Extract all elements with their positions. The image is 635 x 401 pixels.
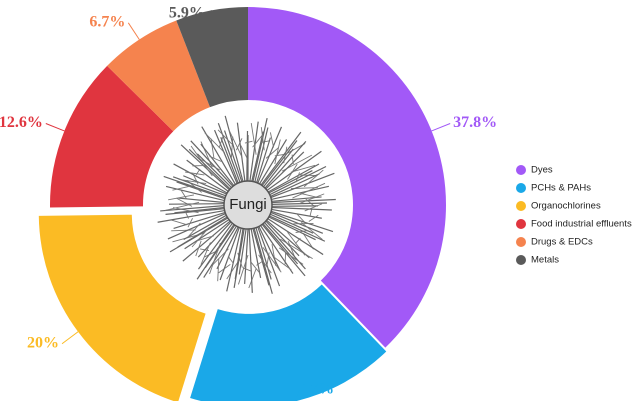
leader-line bbox=[46, 123, 65, 130]
legend-marker bbox=[516, 201, 526, 211]
legend-marker bbox=[516, 165, 526, 175]
fungi-illustration: Fungi bbox=[145, 102, 351, 308]
value-label: 5.9% bbox=[169, 5, 205, 22]
center-label: Fungi bbox=[229, 196, 267, 213]
leader-line bbox=[62, 332, 78, 344]
value-label: 37.8% bbox=[453, 114, 497, 131]
legend-label: Metals bbox=[531, 255, 559, 266]
legend-marker bbox=[516, 237, 526, 247]
value-label: 6.7% bbox=[89, 13, 125, 30]
legend-marker bbox=[516, 183, 526, 193]
fungi-hypha bbox=[247, 131, 248, 181]
legend-label: Food industrial effluents bbox=[531, 219, 632, 230]
legend-label: Dyes bbox=[531, 165, 553, 176]
value-label: 12.6% bbox=[0, 114, 43, 131]
legend-marker bbox=[516, 219, 526, 229]
leader-line bbox=[432, 123, 451, 130]
legend-label: Drugs & EDCs bbox=[531, 237, 593, 248]
legend-label: Organochlorines bbox=[531, 201, 601, 212]
leader-line bbox=[128, 23, 139, 40]
chart: 37.8% Dyes 17% PCHs & PAHs 20% Organochlorine… bbox=[0, 0, 635, 401]
value-label: 17% bbox=[302, 381, 334, 398]
legend-label: PCHs & PAHs bbox=[531, 183, 591, 194]
fungi-hypha bbox=[169, 204, 224, 205]
legend-marker bbox=[516, 255, 526, 265]
value-label: 20% bbox=[27, 334, 59, 351]
